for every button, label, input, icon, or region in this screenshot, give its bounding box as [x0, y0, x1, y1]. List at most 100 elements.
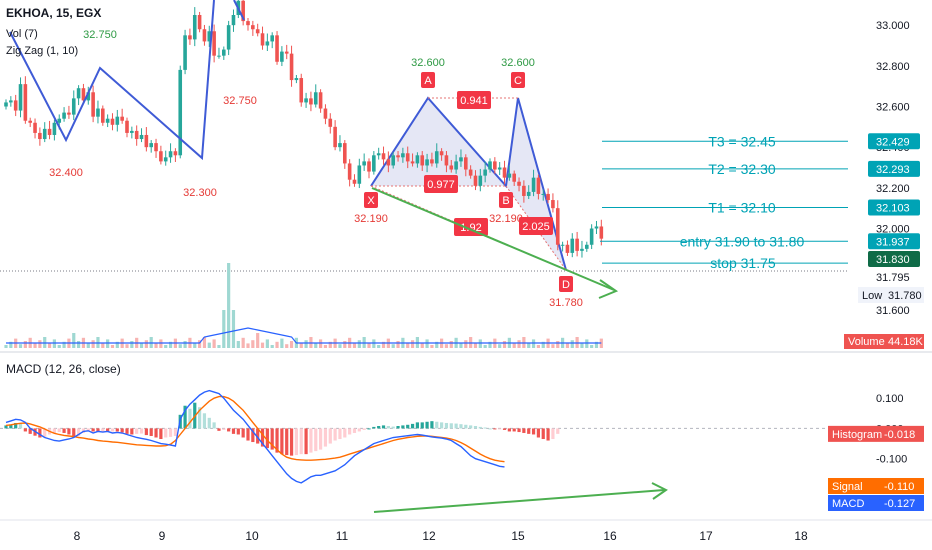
candle-body	[183, 35, 187, 70]
candle-body	[91, 92, 95, 117]
macd-histogram-bar	[469, 425, 473, 429]
macd-histogram-bar	[309, 428, 313, 453]
pattern-point-value: 32.190	[489, 213, 523, 225]
candle-body	[130, 130, 134, 133]
volume-indicator-label[interactable]: Vol (7)	[6, 28, 38, 40]
price-axis-tag	[868, 199, 920, 216]
macd-histogram-bar	[101, 428, 105, 432]
volume-bar	[217, 345, 221, 348]
macd-histogram-bar	[231, 428, 236, 434]
candle-body	[9, 100, 13, 103]
volume-bar	[236, 341, 240, 348]
volume-bar	[473, 342, 478, 348]
macd-histogram-bar	[227, 428, 231, 432]
time-axis: 8 9 10 11 12 15 16 17 18	[74, 529, 808, 543]
zigzag-price-label: 32.400	[49, 167, 83, 179]
macd-histogram-bar	[251, 428, 255, 443]
candle-body	[284, 51, 289, 54]
volume-bar	[570, 340, 574, 348]
macd-histogram-bar	[396, 426, 400, 429]
macd-histogram-bar	[159, 428, 163, 440]
candle-body	[33, 122, 37, 133]
candle-body	[415, 155, 420, 164]
candle-body	[410, 161, 415, 164]
price-tick: 33.000	[876, 20, 910, 32]
candle-body	[507, 173, 512, 178]
volume-bar	[565, 343, 570, 348]
candle-body	[468, 169, 473, 176]
candle-body	[163, 157, 168, 162]
candle-body	[42, 128, 47, 140]
macd-histogram-bar	[304, 428, 308, 455]
candle-body	[309, 98, 313, 105]
time-tick: 8	[74, 529, 81, 543]
volume-bar	[406, 343, 410, 348]
macd-histogram-bar	[391, 426, 395, 429]
macd-histogram-bar	[440, 422, 444, 429]
macd-histogram-bar	[343, 428, 347, 438]
macd-histogram-bar	[372, 426, 376, 429]
pattern-point-name: B	[502, 195, 509, 207]
volume-bar	[459, 343, 463, 348]
volume-bar	[222, 310, 226, 348]
candle-body	[580, 248, 584, 251]
macd-histogram-bar	[556, 428, 560, 434]
volume-bar	[275, 341, 279, 348]
candle-body	[357, 165, 362, 184]
zigzag-indicator-label[interactable]: Zig Zag (1, 10)	[6, 45, 79, 57]
macd-histogram-bar	[38, 428, 42, 438]
volume-bar	[464, 340, 468, 348]
macd-histogram-bar	[222, 428, 226, 430]
candle-body	[328, 118, 333, 127]
volume-bar	[536, 345, 540, 348]
volume-bar	[372, 339, 376, 348]
candle-body	[391, 155, 395, 166]
volume-bar	[599, 338, 603, 348]
macd-histogram-bar	[144, 428, 148, 436]
arrow-head	[598, 279, 619, 299]
price-tick: 32.200	[876, 183, 910, 195]
ratio-value: 0.941	[460, 95, 488, 107]
candle-body	[454, 161, 458, 170]
volume-bar	[478, 339, 482, 348]
volume-bar	[168, 341, 173, 348]
volume-bar	[323, 345, 328, 348]
macd-histogram-bar	[285, 428, 289, 456]
target-label: T2 = 32.30	[708, 161, 776, 177]
volume-bar	[338, 344, 342, 348]
candle-body	[57, 118, 62, 123]
macd-histogram-bar	[449, 423, 453, 429]
volume-bar	[144, 340, 148, 348]
time-tick: 15	[511, 529, 525, 543]
macd-histogram-bar	[120, 428, 124, 433]
macd-histogram-bar	[357, 428, 361, 432]
macd-histogram-bar	[43, 428, 47, 437]
zigzag-path	[9, 0, 215, 161]
zigzag-price-label: 32.300	[183, 187, 217, 199]
time-tick: 16	[603, 529, 617, 543]
volume-bar	[425, 339, 429, 348]
candle-body	[217, 55, 221, 57]
volume-bar	[270, 345, 274, 348]
volume-bar	[352, 343, 357, 348]
macd-histogram-bar	[328, 428, 332, 444]
candle-body	[4, 102, 8, 107]
candle-body	[352, 179, 357, 184]
volume-bar	[541, 341, 545, 348]
candle-body	[28, 120, 32, 123]
candle-body	[139, 134, 144, 140]
macd-histogram-bar	[362, 428, 366, 430]
candle-body	[401, 153, 405, 158]
symbol-title[interactable]: EKHOA, 15, EGX	[6, 6, 102, 20]
macd-histogram-bar	[551, 428, 555, 440]
volume-bar	[77, 341, 81, 348]
macd-histogram-bar	[367, 428, 371, 430]
macd-histogram-bar	[352, 428, 357, 433]
volume-bar	[357, 340, 361, 348]
macd-histogram-bar	[164, 428, 168, 438]
candle-body	[197, 15, 202, 30]
macd-indicator-label[interactable]: MACD (12, 26, close)	[6, 362, 121, 376]
macd-histogram-bar	[270, 428, 274, 450]
volume-bar	[251, 340, 255, 348]
candle-body	[76, 88, 81, 99]
